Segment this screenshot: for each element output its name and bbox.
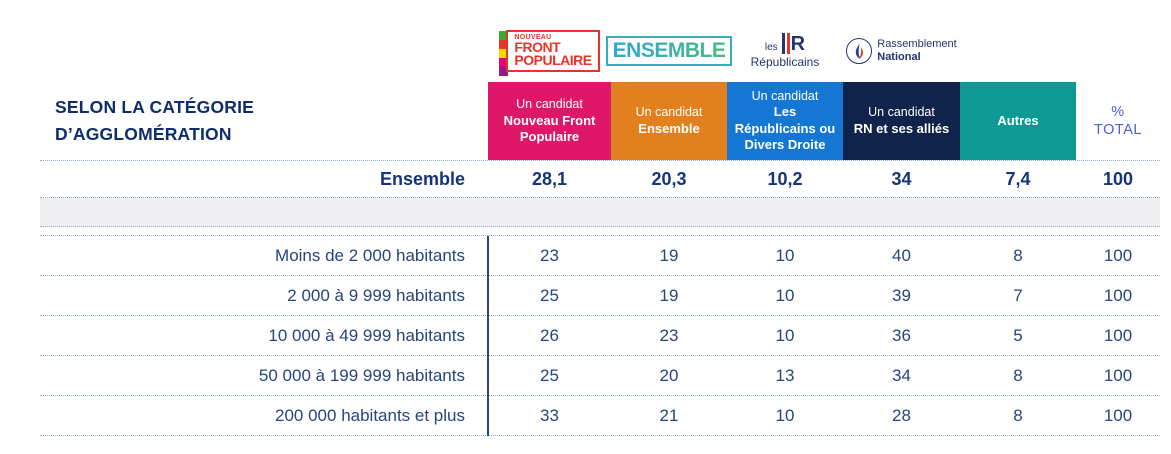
- cell-value: 100: [1103, 245, 1133, 265]
- column-header-autres: Autres: [960, 82, 1076, 160]
- cell-value: 40: [892, 245, 911, 265]
- ensemble-logo-text: ENSEMBLE: [612, 39, 726, 62]
- row-label: 50 000 à 199 999 habitants: [258, 365, 465, 385]
- cell-value: 13: [775, 365, 795, 385]
- column-header-total: % TOTAL: [1076, 82, 1160, 160]
- cell-value: 100: [1103, 405, 1133, 425]
- cell-value: 34: [892, 365, 911, 385]
- rn-flame-icon: [846, 38, 873, 64]
- cell-value: 26: [540, 325, 559, 345]
- section-title: SELON LA CATÉGORIE D’AGGLOMÉRATION: [40, 82, 488, 160]
- section-title-line2: D’AGGLOMÉRATION: [55, 124, 232, 144]
- rassemblement-national-logo-icon: Rassemblement National: [846, 38, 957, 64]
- cell-value: 20,3: [651, 168, 687, 189]
- cell-value: 28: [892, 405, 911, 425]
- column-header-rn-allies: Un candidat RN et ses alliés: [843, 82, 960, 160]
- cell-value: 10: [775, 285, 795, 305]
- row-label: 200 000 habitants et plus: [275, 405, 465, 425]
- rn-logo-line2: National: [877, 51, 921, 63]
- cell-value: 10: [775, 405, 795, 425]
- cell-value: 19: [659, 245, 679, 265]
- cell-value: 10,2: [767, 168, 803, 189]
- cell-value: 23: [540, 245, 559, 265]
- cell-value: 20: [659, 365, 679, 385]
- section-title-line1: SELON LA CATÉGORIE: [55, 96, 255, 117]
- category-table: Moins de 2 000 habitants 23 19 10 40 8 1…: [40, 235, 1160, 436]
- cell-value: 5: [1013, 325, 1023, 345]
- cell-value: 7: [1013, 285, 1023, 305]
- cell-value: 39: [892, 285, 911, 305]
- cell-value: 21: [659, 405, 679, 425]
- table-row-ensemble: Ensemble 28,1 20,3 10,2 34 7,4 100: [40, 161, 1160, 198]
- cell-value: 8: [1013, 245, 1023, 265]
- cell-value: 19: [659, 285, 679, 305]
- nouveau-front-populaire-logo-icon: NOUVEAU FRONT POPULAIRE: [499, 27, 600, 76]
- cell-value: 23: [659, 325, 679, 345]
- cell-value: 28,1: [531, 168, 568, 189]
- cell-value: 100: [1103, 325, 1133, 345]
- cell-value: 10: [775, 325, 795, 345]
- ensemble-logo: ENSEMBLE: [605, 20, 733, 82]
- column-divider-line: [487, 236, 489, 436]
- row-label: Ensemble: [379, 168, 465, 189]
- cell-value: 25: [540, 285, 559, 305]
- party-logos-row: NOUVEAU FRONT POPULAIRE ENSEMBLE les: [40, 20, 1160, 82]
- nfp-logo-line3: POPULAIRE: [514, 52, 592, 68]
- lr-blue-bar-icon: [781, 33, 785, 54]
- logo-spacer: [960, 20, 1076, 82]
- lr-label-text: Républicains: [750, 55, 820, 69]
- cell-value: 36: [892, 325, 911, 345]
- nfp-logo-line2: FRONT: [514, 38, 561, 55]
- lr-red-bar-icon: [786, 33, 790, 54]
- column-headers-row: SELON LA CATÉGORIE D’AGGLOMÉRATION Un ca…: [40, 82, 1160, 161]
- separator-band: [40, 198, 1160, 227]
- rassemblement-national-logo: Rassemblement National: [843, 20, 960, 82]
- logo-spacer: [1076, 20, 1160, 82]
- table-row: 2 000 à 9 999 habitants 25 19 10 39 7 10…: [40, 276, 1160, 316]
- cell-value: 7,4: [1005, 168, 1031, 189]
- table-row: 50 000 à 199 999 habitants 25 20 13 34 8…: [40, 356, 1160, 396]
- cell-value: 100: [1103, 365, 1133, 385]
- cell-value: 100: [1103, 285, 1133, 305]
- nfp-logo: NOUVEAU FRONT POPULAIRE: [488, 20, 611, 82]
- lr-r-letter: R: [790, 33, 806, 55]
- column-header-nfp: Un candidat Nouveau Front Populaire: [488, 82, 611, 160]
- row-label: 2 000 à 9 999 habitants: [287, 285, 465, 305]
- lr-les-text: les: [764, 42, 778, 53]
- les-republicains-logo-icon: les R Républicains: [750, 33, 820, 69]
- cell-value: 8: [1013, 365, 1023, 385]
- cell-value: 100: [1102, 168, 1134, 189]
- les-republicains-logo: les R Républicains: [727, 20, 843, 82]
- cell-value: 8: [1013, 405, 1023, 425]
- table-row: Moins de 2 000 habitants 23 19 10 40 8 1…: [40, 236, 1160, 276]
- cell-value: 34: [891, 168, 912, 189]
- table-row: 10 000 à 49 999 habitants 26 23 10 36 5 …: [40, 316, 1160, 356]
- cell-value: 25: [540, 365, 559, 385]
- row-label: Moins de 2 000 habitants: [275, 245, 465, 265]
- cell-value: 33: [540, 405, 559, 425]
- rn-logo-line1: Rassemblement: [877, 38, 957, 51]
- column-header-ensemble: Un candidat Ensemble: [611, 82, 727, 160]
- ensemble-logo-icon: ENSEMBLE: [605, 36, 733, 66]
- cell-value: 10: [775, 245, 795, 265]
- nfp-logo-line1: NOUVEAU: [514, 33, 552, 41]
- logo-spacer: [40, 20, 488, 82]
- row-label: 10 000 à 49 999 habitants: [268, 325, 465, 345]
- spacer: [40, 227, 1160, 235]
- nfp-color-stripes-icon: [499, 30, 509, 76]
- column-header-lr-divers-droite: Un candidat Les Républicains ou Divers D…: [727, 82, 843, 160]
- table-row: 200 000 habitants et plus 33 21 10 28 8 …: [40, 396, 1160, 436]
